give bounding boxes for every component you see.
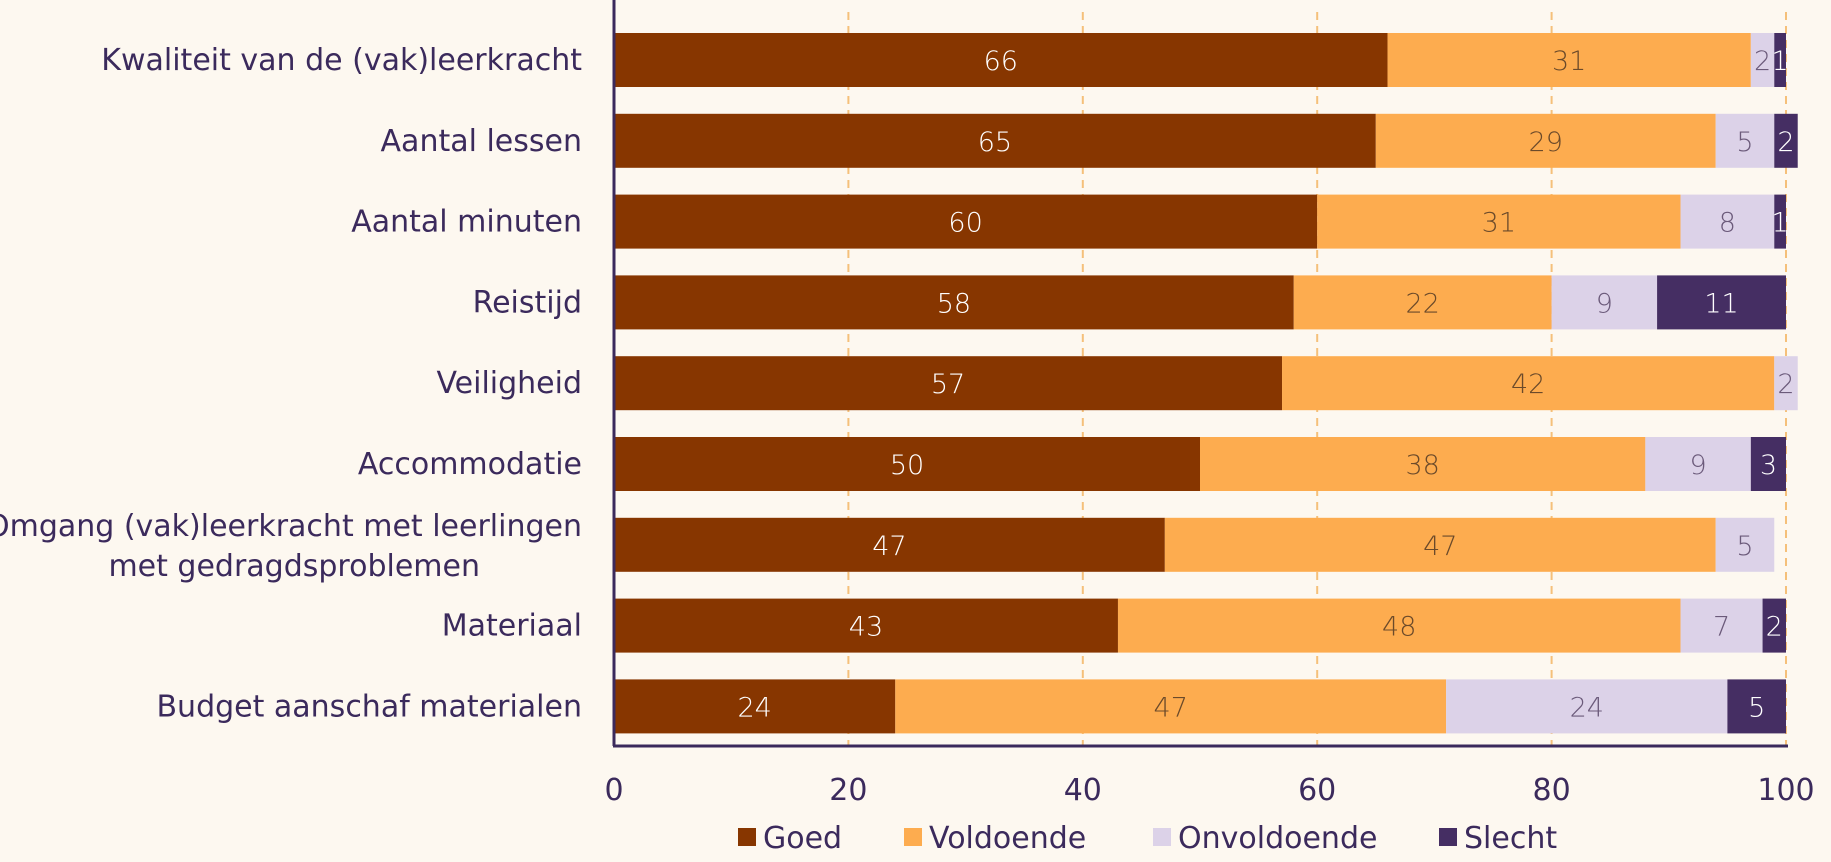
bar-slecht-7 <box>1762 598 1786 653</box>
data-label-goed-7: 43 <box>849 612 883 643</box>
legend-swatch-slecht <box>1439 828 1457 846</box>
bar-slecht-0 <box>1774 33 1786 87</box>
data-label-voldoende-3: 22 <box>1406 288 1440 319</box>
x-tick-label-100: 100 <box>1757 773 1814 808</box>
data-label-voldoende-7: 48 <box>1382 612 1416 643</box>
data-label-onvoldoende-6: 5 <box>1736 531 1753 562</box>
data-label-voldoende-4: 42 <box>1511 369 1545 400</box>
data-label-slecht-1: 2 <box>1777 127 1794 158</box>
data-label-onvoldoende-1: 5 <box>1736 127 1753 158</box>
bar-voldoende-6 <box>1164 517 1716 572</box>
bar-goed-1 <box>614 113 1376 168</box>
bar-goed-7 <box>614 598 1118 653</box>
bar-onvoldoende-0 <box>1750 33 1775 87</box>
bar-onvoldoende-4 <box>1774 356 1798 411</box>
data-label-slecht-5: 3 <box>1760 450 1777 481</box>
bar-onvoldoende-6 <box>1715 517 1775 572</box>
data-label-voldoende-1: 29 <box>1529 127 1563 158</box>
bar-onvoldoende-1 <box>1715 113 1775 168</box>
data-label-goed-1: 65 <box>978 127 1012 158</box>
bar-voldoende-7 <box>1117 598 1681 653</box>
bar-voldoende-8 <box>895 679 1447 734</box>
bar-onvoldoende-2 <box>1680 194 1775 249</box>
bar-goed-4 <box>614 356 1283 411</box>
bar-voldoende-0 <box>1387 33 1751 87</box>
bar-goed-8 <box>614 679 896 734</box>
legend: Goed Voldoende Onvoldoende Slecht <box>738 821 1557 856</box>
legend-swatch-voldoende <box>904 828 922 846</box>
category-label-4: Veiligheid <box>436 366 582 401</box>
data-label-onvoldoende-4: 2 <box>1777 369 1794 400</box>
bar-goed-3 <box>614 275 1294 330</box>
bar-onvoldoende-5 <box>1645 437 1751 491</box>
data-label-goed-5: 50 <box>890 450 924 481</box>
x-tick-label-20: 20 <box>829 773 867 808</box>
bar-onvoldoende-3 <box>1551 275 1658 330</box>
legend-swatch-onvoldoende <box>1153 828 1171 846</box>
bar-voldoende-1 <box>1375 113 1716 168</box>
bar-slecht-3 <box>1657 275 1786 330</box>
x-tick-label-60: 60 <box>1298 773 1336 808</box>
data-label-voldoende-8: 47 <box>1154 692 1188 723</box>
data-label-slecht-7: 2 <box>1766 612 1783 643</box>
data-label-goed-6: 47 <box>872 531 906 562</box>
x-tick-label-40: 40 <box>1064 773 1102 808</box>
data-label-goed-4: 57 <box>931 369 965 400</box>
category-label-6-line-1: Omgang (vak)leerkracht met leerlingen <box>0 509 582 544</box>
data-label-voldoende-6: 47 <box>1423 531 1457 562</box>
data-label-goed-0: 66 <box>984 46 1018 77</box>
data-label-voldoende-0: 31 <box>1552 46 1586 77</box>
bar-voldoende-5 <box>1200 437 1646 491</box>
x-tick-labels: 0 20 40 60 80 100 <box>604 773 1814 808</box>
data-label-onvoldoende-0: 2 <box>1754 46 1771 77</box>
category-labels: Kwaliteit van de (vak)leerkracht Aantal l… <box>0 43 582 724</box>
data-label-onvoldoende-5: 9 <box>1690 450 1707 481</box>
bar-slecht-2 <box>1774 194 1786 249</box>
data-label-voldoende-5: 38 <box>1406 450 1440 481</box>
category-label-3: Reistijd <box>473 285 582 320</box>
data-label-goed-2: 60 <box>948 208 982 239</box>
legend-label-onvoldoende: Onvoldoende <box>1178 821 1377 856</box>
data-label-voldoende-2: 31 <box>1482 208 1516 239</box>
bar-goed-2 <box>614 194 1318 249</box>
data-label-slecht-2: 1 <box>1772 208 1789 239</box>
legend-swatch-goed <box>738 828 756 846</box>
category-label-8: Budget aanschaf materialen <box>156 689 582 724</box>
category-label-1: Aantal lessen <box>381 124 582 159</box>
data-label-onvoldoende-3: 9 <box>1596 288 1613 319</box>
category-label-2: Aantal minuten <box>351 205 582 240</box>
bar-goed-6 <box>614 517 1165 572</box>
bar-slecht-8 <box>1727 679 1786 734</box>
x-tick-label-0: 0 <box>604 773 623 808</box>
data-label-slecht-3: 11 <box>1704 288 1738 319</box>
bar-goed-5 <box>614 437 1200 491</box>
bar-goed-0 <box>614 33 1388 87</box>
bar-slecht-1 <box>1774 113 1798 168</box>
data-label-onvoldoende-7: 7 <box>1713 612 1730 643</box>
category-label-7: Materiaal <box>442 609 582 644</box>
bar-onvoldoende-7 <box>1680 598 1763 653</box>
category-label-0: Kwaliteit van de (vak)leerkracht <box>101 43 582 78</box>
category-label-5: Accommodatie <box>358 447 582 482</box>
bar-slecht-5 <box>1750 437 1786 491</box>
data-label-onvoldoende-8: 24 <box>1570 692 1604 723</box>
bar-voldoende-4 <box>1282 356 1775 411</box>
bar-voldoende-3 <box>1293 275 1552 330</box>
data-label-slecht-8: 5 <box>1748 692 1765 723</box>
legend-label-voldoende: Voldoende <box>929 821 1086 856</box>
data-label-goed-3: 58 <box>937 288 971 319</box>
x-tick-label-80: 80 <box>1533 773 1571 808</box>
category-label-6-line-2: met gedragdsproblemen <box>108 549 480 584</box>
data-label-onvoldoende-2: 8 <box>1719 208 1736 239</box>
bar-voldoende-2 <box>1317 194 1681 249</box>
data-label-goed-8: 24 <box>737 692 771 723</box>
legend-label-slecht: Slecht <box>1464 821 1557 856</box>
data-label-slecht-0: 1 <box>1772 46 1789 77</box>
legend-label-goed: Goed <box>763 821 842 856</box>
axes <box>612 0 1788 748</box>
bar-onvoldoende-8 <box>1446 679 1728 734</box>
